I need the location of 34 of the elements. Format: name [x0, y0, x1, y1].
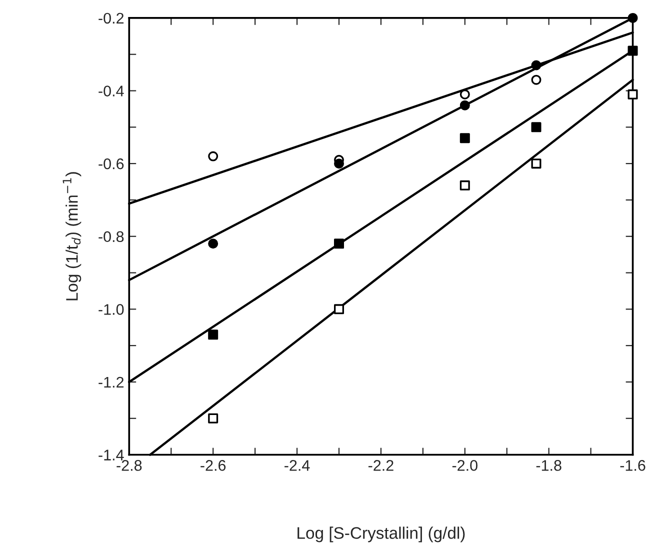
y-tick-label: -1.4	[98, 450, 124, 460]
point	[460, 100, 470, 110]
point	[531, 60, 542, 70]
point	[628, 46, 638, 56]
y-tick-label: -1.0	[98, 304, 124, 315]
x-tick-label: -2.4	[284, 460, 310, 471]
point	[628, 89, 638, 100]
x-axis-title: Log [S-Crystallin] (g/dl)	[298, 526, 465, 542]
y-tick-label: -1.2	[98, 376, 124, 388]
point	[208, 330, 218, 340]
point	[334, 158, 344, 169]
point	[208, 238, 218, 249]
point	[460, 180, 470, 190]
x-tick-label: -2.8	[116, 460, 142, 471]
y-tick-label: -0.8	[98, 231, 124, 242]
y-tick-label: -0.2	[98, 12, 124, 24]
point	[334, 238, 344, 249]
point	[208, 151, 218, 162]
y-tick-label: -0.6	[98, 158, 124, 170]
point	[531, 158, 542, 169]
x-tick-label: -1.6	[620, 460, 646, 471]
point	[208, 413, 218, 424]
point	[531, 122, 542, 132]
x-tick-label: -2.0	[452, 460, 478, 471]
point	[460, 133, 470, 144]
y-tick-label: -0.4	[98, 86, 124, 96]
point	[460, 89, 470, 100]
x-tick-label: -2.6	[200, 460, 226, 471]
y-axis-title: Log (1/t$_{d}$) (min$^{−1}$)	[62, 172, 82, 300]
x-tick-label: -1.8	[536, 460, 562, 471]
x-tick-label: -2.2	[368, 460, 394, 471]
point	[334, 304, 344, 314]
point	[628, 12, 638, 23]
point	[531, 74, 542, 85]
